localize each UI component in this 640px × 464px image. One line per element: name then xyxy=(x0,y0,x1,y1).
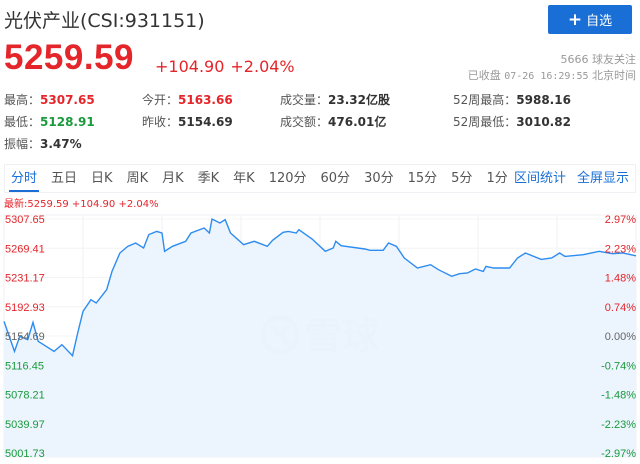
latest-quote-line: 最新:5259.59 +104.90 +2.04% xyxy=(4,199,159,210)
tab-4[interactable]: 月K xyxy=(162,171,184,186)
y-axis-label-left: 5269.41 xyxy=(5,243,45,255)
y-axis-label-right: 0.00% xyxy=(605,331,636,343)
follower-count: 5666 球友关注 xyxy=(561,51,637,67)
y-axis-label-right: 1.48% xyxy=(605,273,636,285)
stat-label: 昨收： xyxy=(142,115,179,129)
y-axis-label-right: 2.23% xyxy=(605,243,636,255)
y-axis-label-left: 5231.17 xyxy=(5,273,45,285)
stat-item: 成交量：23.32亿股 xyxy=(280,91,390,108)
stat-label: 成交额： xyxy=(280,115,329,129)
stat-label: 成交量： xyxy=(280,93,329,107)
y-axis-label-right: -2.23% xyxy=(601,419,636,431)
y-axis-label-left: 5001.73 xyxy=(5,448,45,460)
tab-3[interactable]: 周K xyxy=(126,171,149,186)
price-area-fill xyxy=(4,219,636,457)
market-status: 已收盘 07-26 16:29:55 北京时间 xyxy=(468,67,636,83)
stat-value: 3010.82 xyxy=(516,115,571,129)
current-price: 5259.59 xyxy=(4,38,135,77)
stat-label: 振幅： xyxy=(4,137,41,151)
stat-value: 5988.16 xyxy=(516,93,571,107)
stat-item: 振幅：3.47% xyxy=(4,135,82,152)
stat-item: 昨收：5154.69 xyxy=(142,113,233,130)
tab-12[interactable]: 1分 xyxy=(486,171,508,186)
tab-7[interactable]: 120分 xyxy=(268,171,307,186)
stat-item: 52周最低：3010.82 xyxy=(453,113,571,130)
status-timezone: 北京时间 xyxy=(592,69,636,82)
price-change: +104.90 +2.04% xyxy=(155,57,301,76)
stat-item: 今开：5163.66 xyxy=(142,91,233,108)
y-axis-label-right: 0.74% xyxy=(605,302,636,314)
intraday-chart[interactable]: 雪球5307.652.97%5269.412.23%5231.171.48%51… xyxy=(0,204,640,464)
stat-label: 52周最高： xyxy=(453,93,517,107)
tab-8[interactable]: 60分 xyxy=(320,171,351,186)
y-axis-label-right: 2.97% xyxy=(605,214,636,226)
followers-label: 球友关注 xyxy=(592,53,636,66)
change-percent: +2.04% xyxy=(230,57,295,76)
change-value: +104.90 xyxy=(155,57,225,76)
stat-value: 3.47% xyxy=(40,137,82,151)
fullscreen-button[interactable]: 全屏显示 xyxy=(577,171,630,186)
add-watchlist-label: 自选 xyxy=(586,14,613,29)
tab-1[interactable]: 五日 xyxy=(51,171,78,186)
stat-label: 52周最低： xyxy=(453,115,517,129)
tab-2[interactable]: 日K xyxy=(91,171,113,186)
tab-6[interactable]: 年K xyxy=(233,171,255,186)
stat-label: 最低： xyxy=(4,115,41,129)
status-text: 已收盘 xyxy=(467,69,501,82)
tab-10[interactable]: 15分 xyxy=(407,171,438,186)
stat-value: 5307.65 xyxy=(40,93,95,107)
y-axis-label-left: 5116.45 xyxy=(5,360,44,372)
index-title: 光伏产业(CSI:931151) xyxy=(4,10,205,32)
y-axis-label-left: 5192.93 xyxy=(5,302,45,314)
add-watchlist-button[interactable]: + 自选 xyxy=(548,5,632,34)
tab-0[interactable]: 分时 xyxy=(8,165,40,192)
stat-value: 5154.69 xyxy=(178,115,233,129)
stat-label: 今开： xyxy=(142,93,179,107)
y-axis-label-right: -0.74% xyxy=(601,360,636,372)
y-axis-label-left: 5307.65 xyxy=(5,214,45,226)
y-axis-label-right: -2.97% xyxy=(601,448,636,460)
tab-11[interactable]: 5分 xyxy=(451,171,473,186)
stat-value: 5128.91 xyxy=(40,115,95,129)
chart-period-tabs: 分时 五日 日K 周K 月K 季K 年K 120分 60分 30分 15分 5分 1分 区间统计 全屏显示 xyxy=(4,164,636,193)
range-stats-button[interactable]: 区间统计 xyxy=(514,171,567,186)
y-axis-label-left: 5039.97 xyxy=(5,419,45,431)
tab-9[interactable]: 30分 xyxy=(364,171,394,186)
stat-label: 最高： xyxy=(4,93,41,107)
stat-item: 成交额：476.01亿 xyxy=(280,113,386,130)
stat-item: 52周最高：5988.16 xyxy=(453,91,571,108)
stat-item: 最低：5128.91 xyxy=(4,113,95,130)
stat-value: 23.32亿股 xyxy=(328,93,390,107)
y-axis-label-left: 5154.69 xyxy=(5,331,45,343)
y-axis-label-left: 5078.21 xyxy=(5,390,45,402)
plus-icon: + xyxy=(567,9,583,30)
status-datetime: 07-26 16:29:55 xyxy=(504,71,589,82)
stat-value: 5163.66 xyxy=(178,93,233,107)
tab-5[interactable]: 季K xyxy=(197,171,220,186)
y-axis-label-right: -1.48% xyxy=(601,390,636,402)
price-line xyxy=(3,217,637,358)
stat-item: 最高：5307.65 xyxy=(4,91,95,108)
stat-value: 476.01亿 xyxy=(328,115,387,129)
followers-number: 5666 xyxy=(560,53,589,66)
